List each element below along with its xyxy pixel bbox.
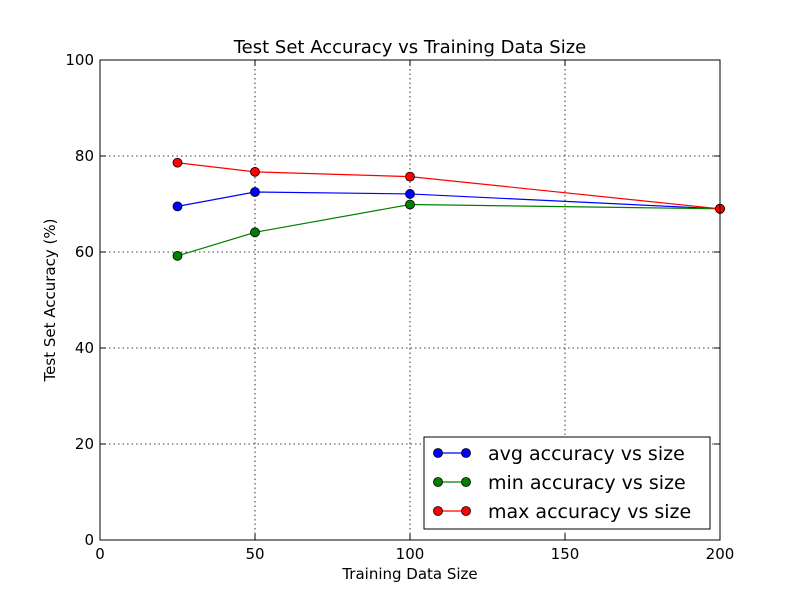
legend: avg accuracy vs size min accuracy vs size…: [423, 436, 711, 530]
legend-box: [423, 436, 711, 530]
y-axis-label: Test Set Accuracy (%): [41, 219, 59, 383]
legend-marker: [433, 448, 443, 458]
y-tick-label: 0: [84, 531, 94, 549]
data-point: [172, 250, 183, 261]
y-tick-label: 40: [75, 339, 94, 357]
x-tick-label: 50: [245, 545, 264, 563]
legend-label: max accuracy vs size: [488, 501, 691, 523]
series-layer: [172, 157, 725, 261]
legend-label: min accuracy vs size: [488, 472, 686, 494]
axis-ticks: 0 50 100 150 200 0 20 40 60 80 100: [65, 51, 734, 563]
legend-item: min accuracy vs size: [433, 472, 686, 494]
data-point: [250, 187, 260, 197]
legend-label: avg accuracy vs size: [488, 443, 685, 465]
x-tick-label: 200: [706, 545, 735, 563]
data-point: [405, 189, 415, 199]
x-tick-label: 150: [551, 545, 580, 563]
legend-marker: [461, 506, 471, 516]
series-line: [177, 162, 721, 210]
data-point: [405, 199, 415, 210]
y-tick-label: 60: [75, 243, 94, 261]
data-point: [250, 227, 260, 238]
data-point: [172, 201, 183, 212]
data-point: [405, 171, 415, 182]
legend-item: avg accuracy vs size: [433, 443, 685, 465]
legend-marker: [461, 448, 471, 458]
series-line: [177, 191, 721, 210]
chart-title: Test Set Accuracy vs Training Data Size: [233, 37, 587, 58]
y-tick-label: 80: [75, 147, 94, 165]
series-1: [172, 187, 725, 214]
x-tick-label: 100: [396, 545, 425, 563]
data-point: [250, 166, 260, 177]
legend-marker: [433, 477, 443, 487]
x-axis-label: Training Data Size: [341, 565, 477, 583]
series-line: [177, 203, 721, 257]
x-tick-label: 0: [95, 545, 105, 563]
y-tick-label: 100: [65, 51, 94, 69]
legend-item: max accuracy vs size: [433, 501, 691, 523]
legend-marker: [433, 506, 443, 516]
legend-marker: [461, 477, 471, 487]
y-tick-label: 20: [75, 435, 94, 453]
data-point: [172, 157, 183, 168]
